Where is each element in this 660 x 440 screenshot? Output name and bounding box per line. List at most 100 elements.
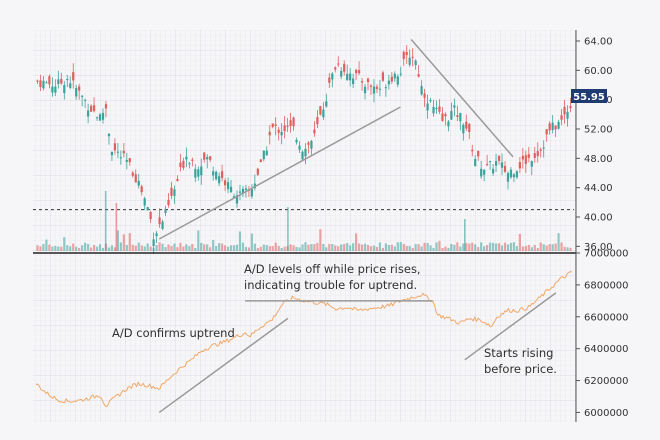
price-tick-label: 60.00 (584, 66, 613, 77)
candle-body (569, 106, 572, 109)
volume-bar (566, 247, 569, 251)
volume-bar (241, 242, 245, 251)
candle-body (360, 81, 364, 83)
volume-bar (146, 243, 149, 251)
candle-body (170, 187, 173, 196)
volume-bar (250, 233, 253, 251)
volume-bar (557, 233, 560, 251)
volume-bar (494, 243, 498, 251)
candle-body (268, 131, 271, 136)
candle-body (393, 73, 396, 79)
volume-bar (474, 244, 477, 251)
candle-body (310, 141, 313, 149)
volume-bar (66, 245, 69, 251)
volume-bar (89, 247, 93, 251)
price-trendline-uptrend (158, 106, 401, 240)
volume-bar (319, 229, 322, 251)
volume-bar (63, 237, 66, 251)
candle-body (39, 80, 42, 88)
candle-body (331, 73, 334, 80)
candle-body (343, 63, 346, 72)
candle-body (149, 211, 152, 220)
volume-bar (212, 239, 215, 251)
candle-body (369, 85, 373, 87)
volume-bar (54, 245, 57, 251)
candle-body (256, 168, 259, 175)
candle-body (307, 142, 310, 145)
ad-tick-label: 6000000 (584, 408, 629, 419)
candle-body (238, 191, 242, 193)
volume-bar (462, 243, 465, 251)
candle-body (408, 57, 411, 65)
candle-body (116, 151, 119, 153)
candle-body (134, 174, 137, 183)
volume-bar (298, 247, 301, 251)
annotation-rising-1: Starts rising (484, 346, 553, 360)
candle-body (54, 86, 57, 93)
candle-body (215, 171, 218, 180)
volume-bar (191, 244, 194, 251)
candle-body (250, 189, 253, 197)
volume-bar (405, 245, 408, 251)
volume-bar (134, 245, 137, 251)
candle-body (280, 131, 283, 136)
candle-body (95, 117, 99, 119)
candle-body (313, 129, 316, 134)
ad-trendline-rising (464, 292, 557, 361)
candle-body (319, 106, 322, 115)
candle-body (185, 156, 188, 160)
annotation-levels-off-2: indicating trouble for uptrend. (244, 278, 417, 292)
volume-bar (483, 246, 486, 251)
candle-body (122, 150, 125, 154)
volume-bar (387, 245, 390, 251)
candle-body (110, 151, 114, 156)
ad-trendline-confirms (158, 317, 289, 414)
volume-bar (277, 245, 280, 251)
volume-bar (524, 246, 527, 251)
volume-bar (357, 243, 361, 251)
candle-body (384, 87, 387, 89)
candle-body (411, 56, 414, 58)
candle-body (161, 221, 164, 229)
volume-bar (271, 246, 274, 251)
candle-body (92, 105, 96, 112)
volume-bar (247, 247, 251, 251)
candle-body (560, 115, 563, 120)
candle-body (432, 106, 435, 114)
volume-bar (500, 245, 504, 251)
volume-bar (563, 246, 566, 251)
volume-bar (331, 243, 334, 251)
price-panel (33, 39, 574, 255)
candle-body (429, 100, 432, 102)
price-tick-label: 36.00 (584, 242, 613, 253)
price-tag: 55.95 (571, 89, 607, 103)
volume-bar (226, 246, 230, 251)
volume-bar (110, 245, 114, 251)
volume-bar (533, 244, 536, 251)
candle-body (515, 171, 519, 178)
volume-bar (197, 230, 200, 251)
candle-body (119, 157, 122, 159)
volume-bar (262, 244, 265, 251)
candle-body (372, 86, 376, 94)
candle-body (405, 51, 408, 56)
candle-body (512, 174, 516, 178)
candle-body (36, 80, 39, 82)
candle-body (509, 169, 513, 178)
candle-body (283, 125, 286, 132)
candle-body (244, 188, 248, 191)
volume-bar (203, 244, 206, 251)
volume-bar (349, 245, 352, 251)
volume-spike (115, 203, 118, 251)
candle-body (420, 86, 423, 95)
volume-bar (116, 230, 119, 251)
volume-bar (420, 246, 423, 251)
volume-bar (98, 244, 102, 251)
volume-bar (158, 242, 161, 251)
annotation-rising-2: before price. (484, 362, 557, 376)
candle-body (402, 51, 405, 60)
candle-body (533, 153, 536, 158)
volume-bar (530, 247, 533, 251)
volume-bar (423, 242, 426, 251)
candle-body (557, 121, 560, 129)
